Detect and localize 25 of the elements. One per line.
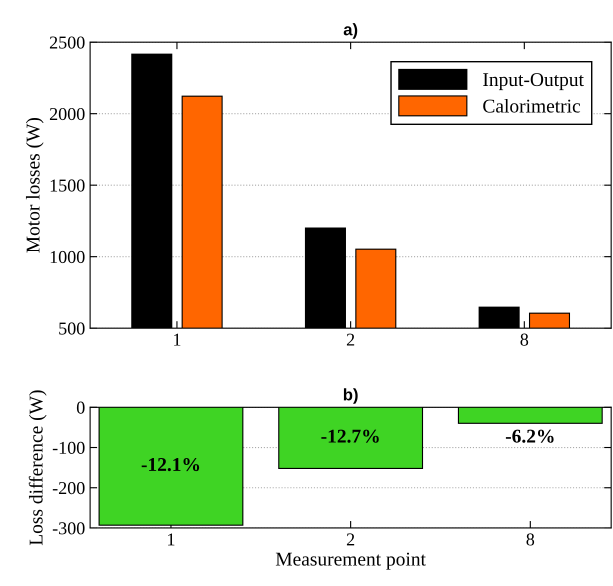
annotation: -12.1%: [142, 458, 200, 472]
annotation: -12.7%: [321, 430, 379, 443]
y-tick-label: 2500: [50, 36, 85, 49]
x-tick-label: 8: [526, 533, 534, 546]
y-tick-label: 500: [59, 322, 85, 335]
chart-title: a): [344, 23, 358, 39]
x-tick-label: 2: [346, 533, 354, 546]
y-tick-label: -300: [52, 522, 85, 534]
y-tick-label: -200: [52, 482, 85, 494]
y-tick-label: 1000: [50, 250, 85, 264]
x-tick-label: 8: [520, 334, 528, 346]
y-tick-label: 1500: [50, 179, 85, 192]
x-tick-label: 1: [168, 533, 174, 546]
x-axis-title: Measurement point: [276, 552, 426, 570]
chart-title: b): [344, 388, 358, 404]
y-axis-title: Loss difference (W): [28, 390, 47, 546]
y-tick-label: 2000: [50, 108, 85, 120]
legend-label: Input-Output: [483, 73, 584, 90]
y-axis-title: Motor losses (W): [26, 118, 44, 253]
x-tick-label: 2: [346, 334, 354, 346]
legend-label: Calorimetric: [483, 98, 580, 113]
annotation: -6.2%: [506, 430, 554, 443]
y-tick-label: 0: [76, 402, 85, 414]
x-tick-label: 1: [174, 334, 180, 346]
y-tick-label: -100: [52, 442, 85, 454]
